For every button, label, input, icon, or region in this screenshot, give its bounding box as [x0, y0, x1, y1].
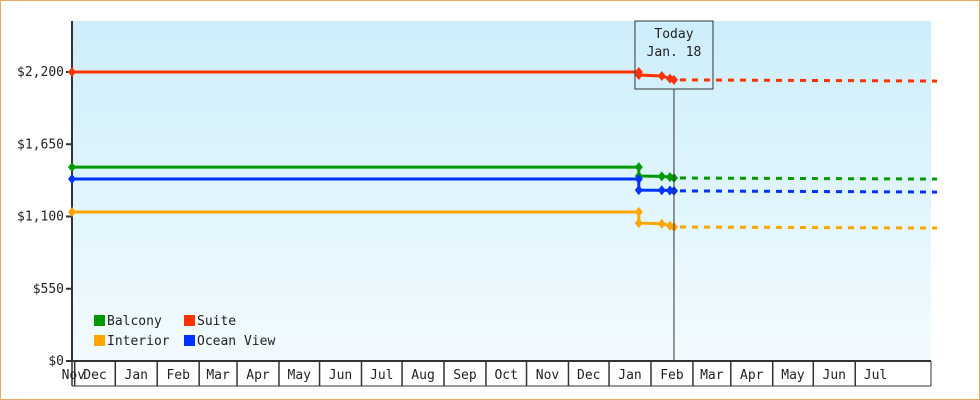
- data-point: [634, 174, 643, 185]
- plot-area: [72, 21, 931, 361]
- y-tick-label: $2,200: [17, 65, 64, 80]
- legend-swatch: [184, 315, 195, 326]
- data-point: [669, 74, 678, 85]
- x-tick-label: Sep: [453, 368, 477, 383]
- x-tick-label: Jan: [618, 368, 641, 383]
- data-point: [68, 174, 76, 185]
- y-tick-label: $550: [33, 282, 64, 297]
- x-tick-label: Jul: [370, 368, 393, 383]
- y-tick-label: $0: [48, 354, 64, 369]
- legend: Balcony Suite Interior Ocean View: [94, 314, 275, 349]
- series-layer: [68, 67, 938, 233]
- x-tick-label: Nov: [62, 368, 86, 383]
- legend-label: Balcony: [107, 314, 162, 329]
- data-point: [657, 185, 666, 196]
- x-tick-label: Jan: [125, 368, 148, 383]
- data-point: [68, 207, 76, 218]
- x-tick-label: Dec: [577, 368, 600, 383]
- x-tick-label: Dec: [83, 368, 106, 383]
- data-point: [634, 185, 643, 196]
- data-point: [657, 218, 666, 229]
- x-tick-label: Feb: [166, 368, 190, 383]
- data-point: [68, 162, 76, 173]
- legend-swatch: [184, 335, 195, 346]
- today-marker: Today Jan. 18: [634, 20, 714, 361]
- y-axis: $0 $550 $1,100 $1,650 $2,200: [17, 21, 73, 369]
- x-tick-label: May: [288, 368, 312, 383]
- x-tick-label: Jun: [823, 368, 846, 383]
- today-box: [634, 20, 714, 90]
- x-tick-label: Mar: [206, 368, 230, 383]
- x-tick-label: Nov: [536, 368, 560, 383]
- y-tick-label: $1,100: [17, 210, 64, 225]
- legend-label: Interior: [107, 334, 170, 349]
- x-tick-label: Jul: [864, 368, 887, 383]
- data-point: [634, 70, 643, 81]
- data-point: [68, 67, 76, 77]
- x-tick-label: Feb: [660, 368, 684, 383]
- legend-swatch: [94, 315, 105, 326]
- x-tick-label: Oct: [494, 368, 517, 383]
- x-tick-label: Apr: [740, 368, 764, 383]
- x-tick-label: May: [781, 368, 805, 383]
- data-point: [634, 207, 643, 218]
- y-tick-label: $1,650: [17, 137, 64, 152]
- legend-swatch: [94, 335, 105, 346]
- legend-label: Ocean View: [197, 334, 275, 349]
- today-date: Jan. 18: [647, 45, 702, 60]
- x-tick-label: Aug: [411, 368, 434, 383]
- x-tick-label: Mar: [700, 368, 724, 383]
- data-point: [634, 162, 643, 173]
- data-point: [634, 218, 643, 229]
- x-tick-label: Apr: [246, 368, 270, 383]
- data-point: [657, 171, 666, 182]
- legend-label: Suite: [197, 314, 236, 329]
- data-point: [657, 70, 666, 81]
- x-tick-label: Jun: [329, 368, 352, 383]
- today-label: Today: [654, 27, 693, 42]
